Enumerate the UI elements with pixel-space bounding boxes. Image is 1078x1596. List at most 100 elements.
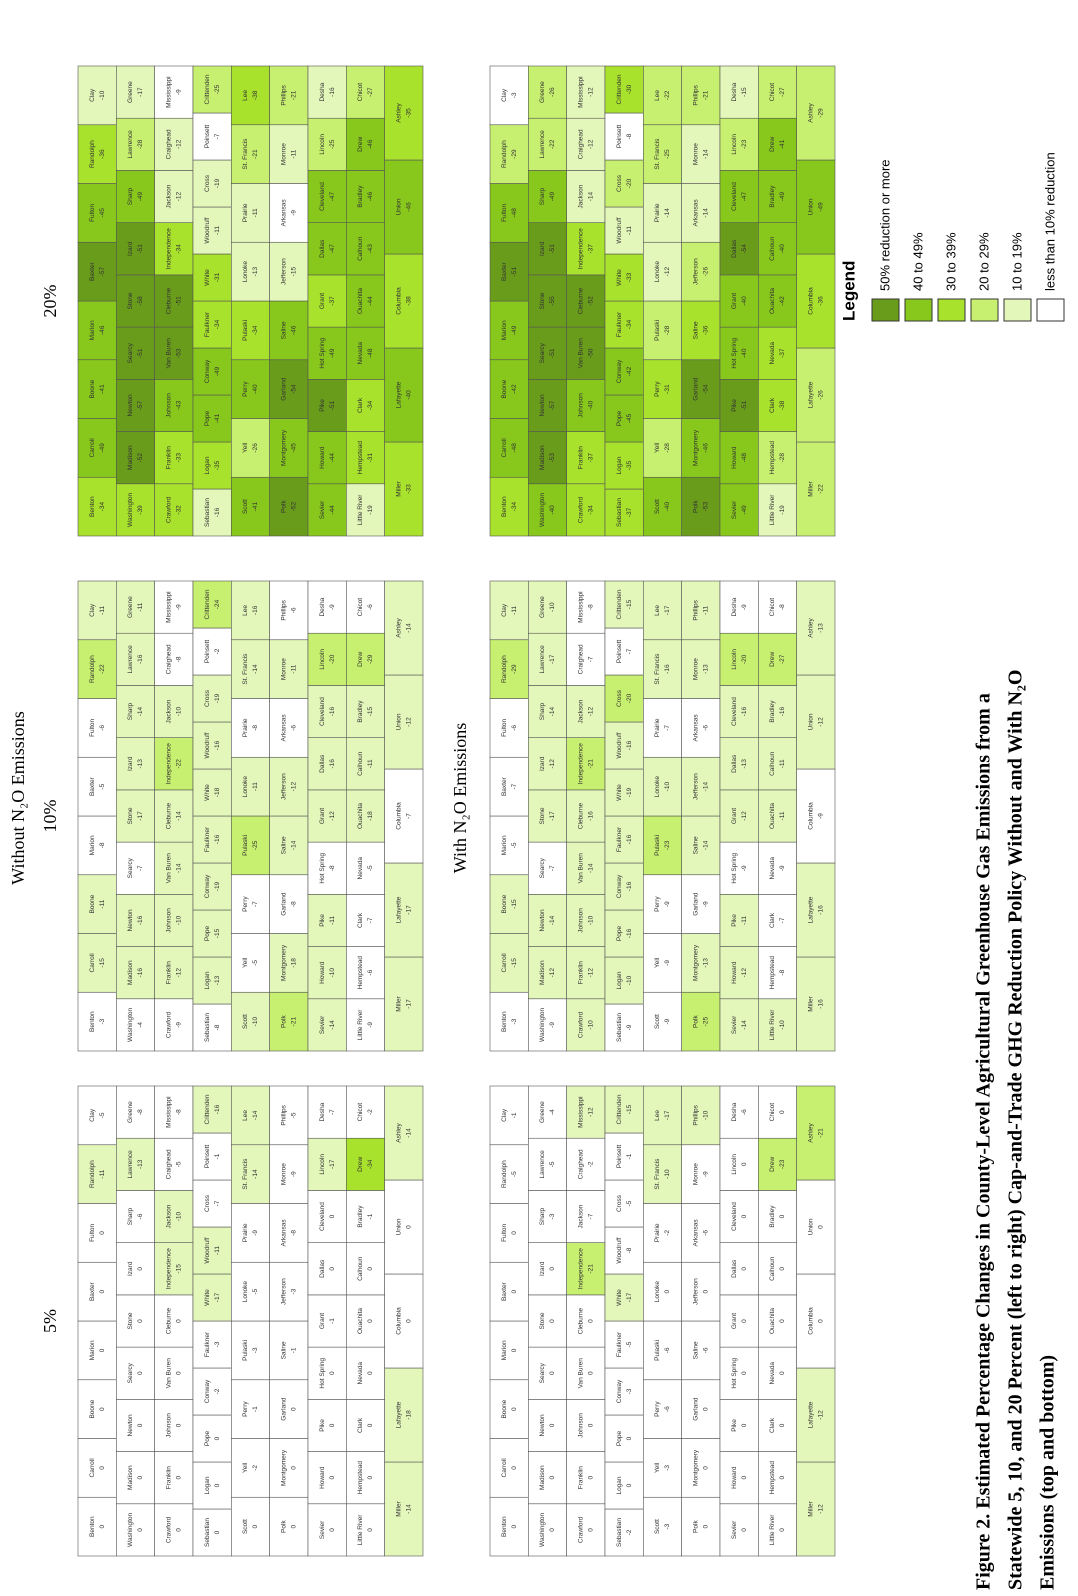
county <box>681 1320 721 1381</box>
county <box>77 1261 117 1322</box>
county-value: -19 <box>626 787 633 797</box>
county-value: -52 <box>137 453 144 463</box>
county <box>77 476 117 537</box>
county-name: Izard <box>127 756 134 771</box>
county <box>643 1144 682 1204</box>
county <box>604 721 644 770</box>
county <box>528 1190 567 1243</box>
county-name: Van Buren <box>166 853 173 884</box>
county <box>643 241 682 302</box>
county <box>154 1294 194 1348</box>
county <box>528 789 567 843</box>
county-name: Garland <box>693 892 700 916</box>
county-value: -8 <box>588 604 595 610</box>
county-name: Montgomery <box>693 944 700 981</box>
county <box>758 326 797 380</box>
county-value: -15 <box>511 899 518 909</box>
county-name: Newton <box>539 394 546 416</box>
county-value: -42 <box>626 366 633 376</box>
county-name: Polk <box>693 1015 700 1028</box>
county-name: Izard <box>539 756 546 771</box>
county-name: Faulkner <box>616 311 623 337</box>
county <box>231 65 270 126</box>
county-value: -9 <box>741 604 748 610</box>
county-name: Boone <box>501 379 508 398</box>
county-value: -12 <box>176 968 183 978</box>
county-name: Phillips <box>693 84 700 105</box>
county-value: -40 <box>741 296 748 306</box>
county <box>116 170 155 223</box>
county-value: 0 <box>214 1530 221 1534</box>
county-name: Poinsett <box>616 1145 623 1169</box>
county <box>269 698 309 758</box>
county <box>307 894 347 947</box>
county <box>566 685 606 738</box>
county-name: Dallas <box>319 239 326 258</box>
county-name: Sevier <box>731 500 738 519</box>
county-name: Izard <box>127 1261 134 1276</box>
county-name: Polk <box>693 500 700 513</box>
county-name: Van Buren <box>166 338 173 369</box>
legend-swatch <box>1036 298 1065 322</box>
county-name: Desha <box>731 1102 738 1121</box>
county <box>231 815 270 876</box>
county <box>192 1414 232 1463</box>
county <box>192 253 232 302</box>
county-value: 0 <box>779 1267 786 1271</box>
county <box>681 1496 721 1557</box>
county <box>528 1085 567 1139</box>
county <box>566 1503 606 1557</box>
county-name: Pulaski <box>242 1340 249 1361</box>
county-value: -12 <box>176 191 183 201</box>
county <box>566 580 606 634</box>
county-name: Prairie <box>654 203 661 222</box>
county-name: Woodruff <box>616 1237 623 1263</box>
county-value: -16 <box>626 881 633 891</box>
county-value: -12 <box>588 968 595 978</box>
county-name: Nevada <box>357 342 364 365</box>
county-value: -38 <box>252 90 259 100</box>
county <box>604 1085 644 1134</box>
county-name: Independence <box>166 1248 173 1290</box>
county-name: Greene <box>127 1101 134 1123</box>
county-value: -28 <box>779 453 786 463</box>
county-value: -6 <box>137 1213 144 1219</box>
county <box>796 1085 836 1181</box>
county-name: Mississippi <box>578 591 585 622</box>
county-value: -7 <box>214 133 221 139</box>
county-name: Izard <box>127 241 134 256</box>
county <box>77 300 117 361</box>
county-name: Drew <box>357 136 364 151</box>
county-value: -9 <box>291 1171 298 1177</box>
county <box>346 170 385 223</box>
county-name: Johnson <box>166 1413 173 1438</box>
county-name: Marion <box>501 1340 508 1360</box>
county-value: -34 <box>588 505 595 515</box>
county <box>604 206 644 255</box>
county-name: Prairie <box>654 1223 661 1242</box>
county <box>681 580 721 641</box>
county-name: Nevada <box>769 857 776 880</box>
county <box>231 639 270 699</box>
county-name: Cleveland <box>731 182 738 211</box>
county-name: Mississippi <box>166 76 173 107</box>
county-value: -11 <box>511 606 518 615</box>
county-value: -12 <box>176 139 183 149</box>
county-name: Lincoln <box>319 134 326 155</box>
county-name: Drew <box>769 651 776 666</box>
county-name: Dallas <box>731 754 738 773</box>
county-name: Ouachita <box>357 288 364 314</box>
county-name: Dallas <box>319 1259 326 1278</box>
county-name: Madison <box>127 960 134 985</box>
county-name: Montgomery <box>281 944 288 981</box>
county <box>489 815 529 876</box>
county-name: Miller <box>808 1500 815 1516</box>
county-name: Perry <box>242 381 249 397</box>
county <box>231 124 270 184</box>
county-value: -26 <box>703 267 710 277</box>
county-value: -16 <box>818 905 825 915</box>
county-value: -9 <box>626 1024 633 1030</box>
county <box>719 1451 759 1505</box>
county-name: Ashley <box>396 617 403 637</box>
